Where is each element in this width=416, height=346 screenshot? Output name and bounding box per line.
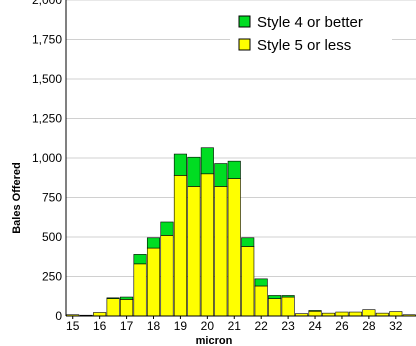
bar-style-5-or-less xyxy=(362,309,376,317)
bar-style-5-or-less xyxy=(254,285,268,317)
bar-style-5-or-less xyxy=(281,296,295,317)
y-tick-label: 2,000 xyxy=(32,0,62,7)
y-tick-label: 1,750 xyxy=(32,33,62,47)
bar-style-5-or-less xyxy=(93,312,107,317)
y-tick-label: 1,250 xyxy=(32,112,62,126)
gridlines xyxy=(66,0,416,277)
bar-style-5-or-less xyxy=(241,246,255,317)
x-tick-label: 20 xyxy=(201,319,215,333)
bar-style-5-or-less xyxy=(214,186,228,317)
legend-label-style-5-or-less: Style 5 or less xyxy=(257,37,351,54)
x-tick-label: 18 xyxy=(147,319,161,333)
y-tick-label: 500 xyxy=(42,230,62,244)
bar-style-5-or-less xyxy=(268,298,282,317)
bar-style-5-or-less xyxy=(200,173,214,317)
x-axis-label: micron xyxy=(196,335,233,346)
x-tick-label: 26 xyxy=(335,319,349,333)
bar-style-5-or-less xyxy=(389,311,403,317)
bar-style-4-or-better xyxy=(146,237,161,249)
bar-style-4-or-better xyxy=(173,153,187,176)
axes xyxy=(65,0,416,319)
y-tick-label: 1,500 xyxy=(32,72,62,86)
x-tick-label: 24 xyxy=(308,319,322,333)
x-tick-label: 15 xyxy=(66,319,80,333)
bar-style-5-or-less xyxy=(227,178,241,317)
x-tick-labels: 15 16 17 18 19 20 21 22 23 24 26 28 32 xyxy=(66,319,403,333)
bar-style-4-or-better xyxy=(308,310,322,312)
bar-style-4-or-better xyxy=(254,278,268,287)
bar-style-5-or-less xyxy=(106,298,120,317)
y-axis-label: Bales Offered xyxy=(11,162,23,234)
y-tick-label: 250 xyxy=(42,270,62,284)
bar-style-4-or-better xyxy=(133,254,147,265)
legend-swatch-style-4-or-better xyxy=(238,15,251,28)
legend-swatch-style-5-or-less xyxy=(238,38,251,51)
y-tick-label: 750 xyxy=(42,191,62,205)
x-tick-label: 16 xyxy=(93,319,107,333)
bar-style-4-or-better xyxy=(281,295,295,298)
bar-style-5-or-less xyxy=(335,311,349,317)
bars xyxy=(66,147,416,317)
legend-label-style-4-or-better: Style 4 or better xyxy=(257,14,363,31)
x-tick-label: 19 xyxy=(174,319,188,333)
legend: Style 4 or better Style 5 or less xyxy=(230,6,392,58)
bar-style-5-or-less xyxy=(173,175,187,317)
bar-style-5-or-less xyxy=(133,263,147,317)
x-tick-label: 17 xyxy=(120,319,134,333)
y-tick-labels: 0 250 500 750 1,000 1,250 1,500 1,750 2,000 xyxy=(32,0,62,323)
bar-style-4-or-better xyxy=(227,160,241,179)
x-tick-label: 28 xyxy=(362,319,376,333)
bar-style-4-or-better xyxy=(200,147,214,175)
bar-style-4-or-better xyxy=(160,221,174,236)
x-tick-label: 22 xyxy=(255,319,269,333)
y-tick-label: 1,000 xyxy=(32,151,62,165)
x-tick-label: 32 xyxy=(389,319,403,333)
y-tick-label: 0 xyxy=(55,309,62,323)
bar-style-5-or-less xyxy=(146,247,161,317)
bar-style-4-or-better xyxy=(120,296,134,300)
legend-box xyxy=(230,6,392,58)
bar-style-5-or-less xyxy=(120,299,134,317)
bar-style-4-or-better xyxy=(241,237,255,247)
bar-style-5-or-less xyxy=(308,310,322,317)
x-tick-label: 23 xyxy=(281,319,295,333)
bar-style-4-or-better xyxy=(214,163,228,187)
bar-style-4-or-better xyxy=(187,156,201,187)
bar-style-4-or-better xyxy=(106,297,120,299)
bar-style-5-or-less xyxy=(348,311,362,317)
x-tick-label: 21 xyxy=(228,319,242,333)
bar-style-4-or-better xyxy=(268,295,282,299)
bar-style-5-or-less xyxy=(160,235,174,317)
bar-style-5-or-less xyxy=(187,186,201,317)
